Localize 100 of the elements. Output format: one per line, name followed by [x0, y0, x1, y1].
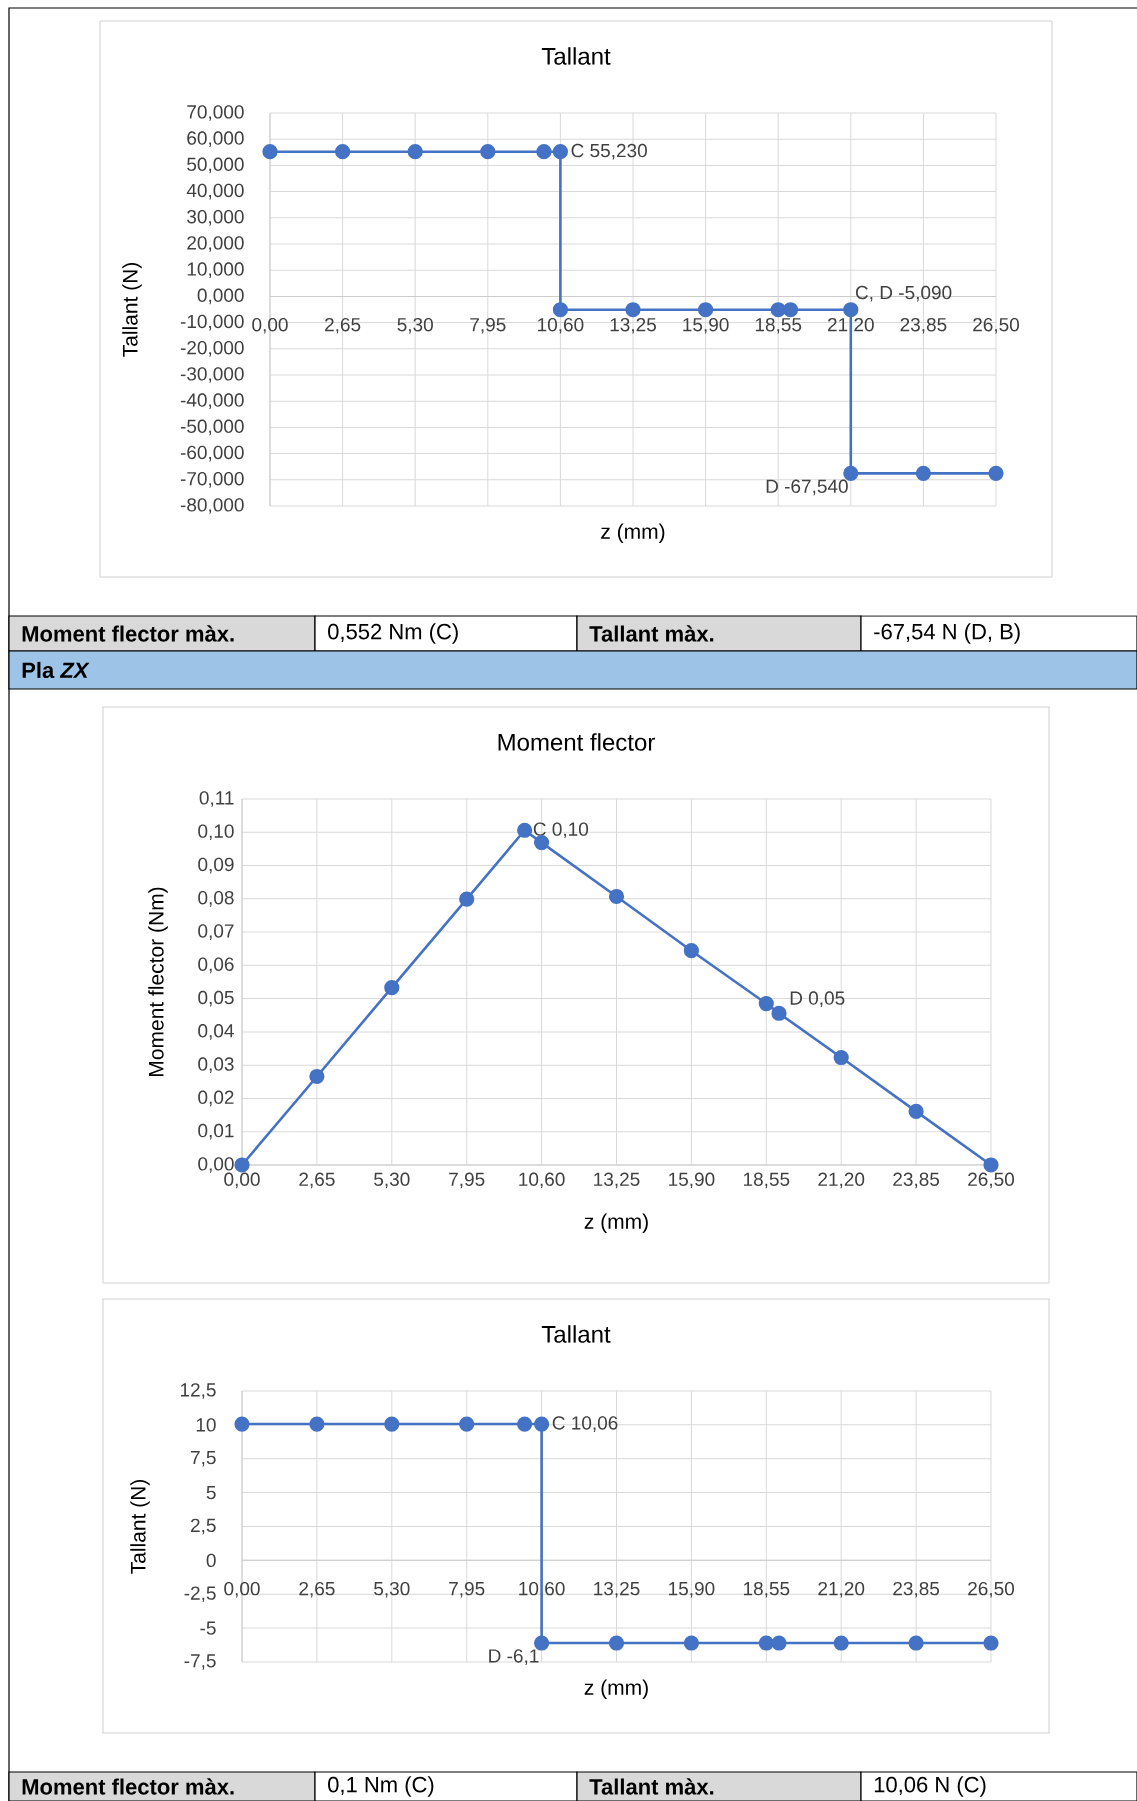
text: 0,552 Nm (C): [328, 623, 458, 644]
x-axis-title: z (mm): [584, 1213, 648, 1234]
point: [517, 822, 533, 838]
x-tick-label: 26,50: [968, 1172, 1015, 1189]
text: 10,06 N (C): [874, 1776, 986, 1797]
x-tick-label: 5,30: [374, 1172, 410, 1189]
x-tick-label: 18,55: [755, 317, 802, 334]
point: [309, 1068, 325, 1085]
y-tick-label: 60,000: [187, 131, 244, 148]
chart-title: Tallant: [541, 47, 611, 65]
y-tick-label: -10,000: [180, 314, 244, 331]
point: [552, 302, 568, 318]
point: [988, 465, 1004, 481]
y-tick-label: 70,000: [187, 105, 244, 121]
y-tick-label: -7,5: [184, 1654, 216, 1670]
point: [698, 302, 714, 318]
y-tick-label: 2,5: [191, 1518, 216, 1535]
point: [843, 302, 859, 318]
y-tick-label: 0,06: [198, 957, 234, 974]
x-tick-label: 10,60: [519, 1172, 565, 1189]
annotation: C 10,06: [552, 1416, 618, 1432]
y-tick-label: 0,03: [198, 1057, 234, 1074]
y-axis-title: Moment flector (Nm): [148, 887, 168, 1076]
y-tick-label: 0,000: [197, 288, 244, 305]
x-tick-label: 15,90: [669, 1581, 715, 1598]
point: [771, 1005, 787, 1021]
annotation: C, D -5,090: [855, 285, 952, 302]
y-tick-label: 10,000: [187, 262, 244, 279]
chart-title: Moment flector: [498, 733, 655, 751]
y-tick-label: -60,000: [180, 445, 244, 462]
y-tick-label: -50,000: [180, 419, 244, 436]
y-tick-label: 0,08: [198, 890, 234, 907]
y-tick-label: 12,5: [180, 1383, 216, 1399]
x-tick-label: 2,65: [299, 1581, 335, 1598]
point: [915, 465, 931, 481]
point: [833, 1049, 849, 1066]
x-axis-title: z (mm): [584, 1679, 648, 1700]
point: [843, 465, 859, 481]
y-tick-label: 0,00: [198, 1157, 234, 1173]
x-tick-label: 5,30: [397, 317, 433, 334]
y-axis-title: Tallant (N): [122, 262, 142, 357]
y-tick-label: 0,09: [198, 857, 234, 874]
text: Moment flector màx.: [22, 625, 234, 642]
x-tick-label: 23,85: [893, 1581, 940, 1598]
point: [407, 144, 423, 160]
point: [608, 888, 625, 905]
y-tick-label: 7,5: [191, 1451, 216, 1467]
y-tick-label: 30,000: [187, 209, 244, 226]
y-tick-label: 0,01: [198, 1123, 234, 1140]
y-tick-label: 0,07: [198, 924, 234, 940]
x-tick-label: 23,85: [893, 1172, 940, 1189]
point: [908, 1103, 924, 1120]
point: [459, 891, 475, 907]
point: [262, 144, 278, 160]
x-tick-label: 2,65: [299, 1172, 335, 1189]
y-tick-label: 50,000: [187, 157, 244, 174]
x-tick-label: 15,90: [669, 1172, 715, 1189]
x-tick-label: 23,85: [900, 317, 947, 334]
x-tick-label: 26,50: [973, 317, 1020, 334]
y-tick-label: 0,11: [199, 791, 234, 807]
y-tick-label: -5: [200, 1621, 216, 1635]
y-tick-label: 40,000: [186, 183, 244, 200]
text: Moment flector màx.: [22, 1778, 234, 1795]
text: 0,1 Nm (C): [328, 1776, 434, 1797]
y-tick-label: 0: [206, 1553, 216, 1568]
y-tick-label: -20,000: [180, 340, 244, 357]
x-tick-label: 0,00: [224, 1581, 260, 1598]
chart-title: Tallant: [541, 1325, 611, 1343]
annotation: D -67,540: [766, 479, 848, 496]
y-tick-label: -40,000: [180, 393, 244, 410]
y-tick-label: -30,000: [180, 367, 244, 383]
x-tick-label: 21,20: [818, 1172, 865, 1189]
x-tick-label: 18,55: [743, 1172, 790, 1189]
x-tick-label: 15,90: [683, 317, 729, 334]
point: [625, 302, 641, 318]
point: [983, 1157, 999, 1173]
point: [384, 980, 400, 996]
point: [683, 943, 699, 959]
x-tick-label: 18,55: [743, 1581, 790, 1598]
point: [534, 834, 550, 851]
x-tick-label: 7,95: [449, 1172, 485, 1189]
y-tick-label: 5: [206, 1485, 216, 1500]
x-tick-label: 13,25: [610, 317, 656, 334]
x-axis-title: z (mm): [601, 523, 665, 544]
y-tick-label: -80,000: [180, 498, 244, 514]
text: -67,54 N (D, B): [874, 623, 1020, 644]
text: Tallant màx.: [589, 625, 714, 642]
annotation: C 0,10: [533, 822, 589, 839]
annotation: D 0,05: [790, 991, 845, 1008]
x-tick-label: 10,60: [538, 317, 584, 334]
x-tick-label: 13,25: [594, 1172, 640, 1189]
y-tick-label: 0,10: [198, 824, 234, 841]
x-tick-label: 21,20: [818, 1581, 865, 1598]
point: [770, 302, 786, 318]
point: [335, 144, 351, 160]
point: [480, 144, 496, 160]
x-tick-label: 5,30: [374, 1581, 410, 1598]
x-tick-label: 7,95: [449, 1581, 485, 1598]
x-tick-label: 13,25: [594, 1581, 640, 1598]
x-tick-label: 26,50: [968, 1581, 1015, 1598]
